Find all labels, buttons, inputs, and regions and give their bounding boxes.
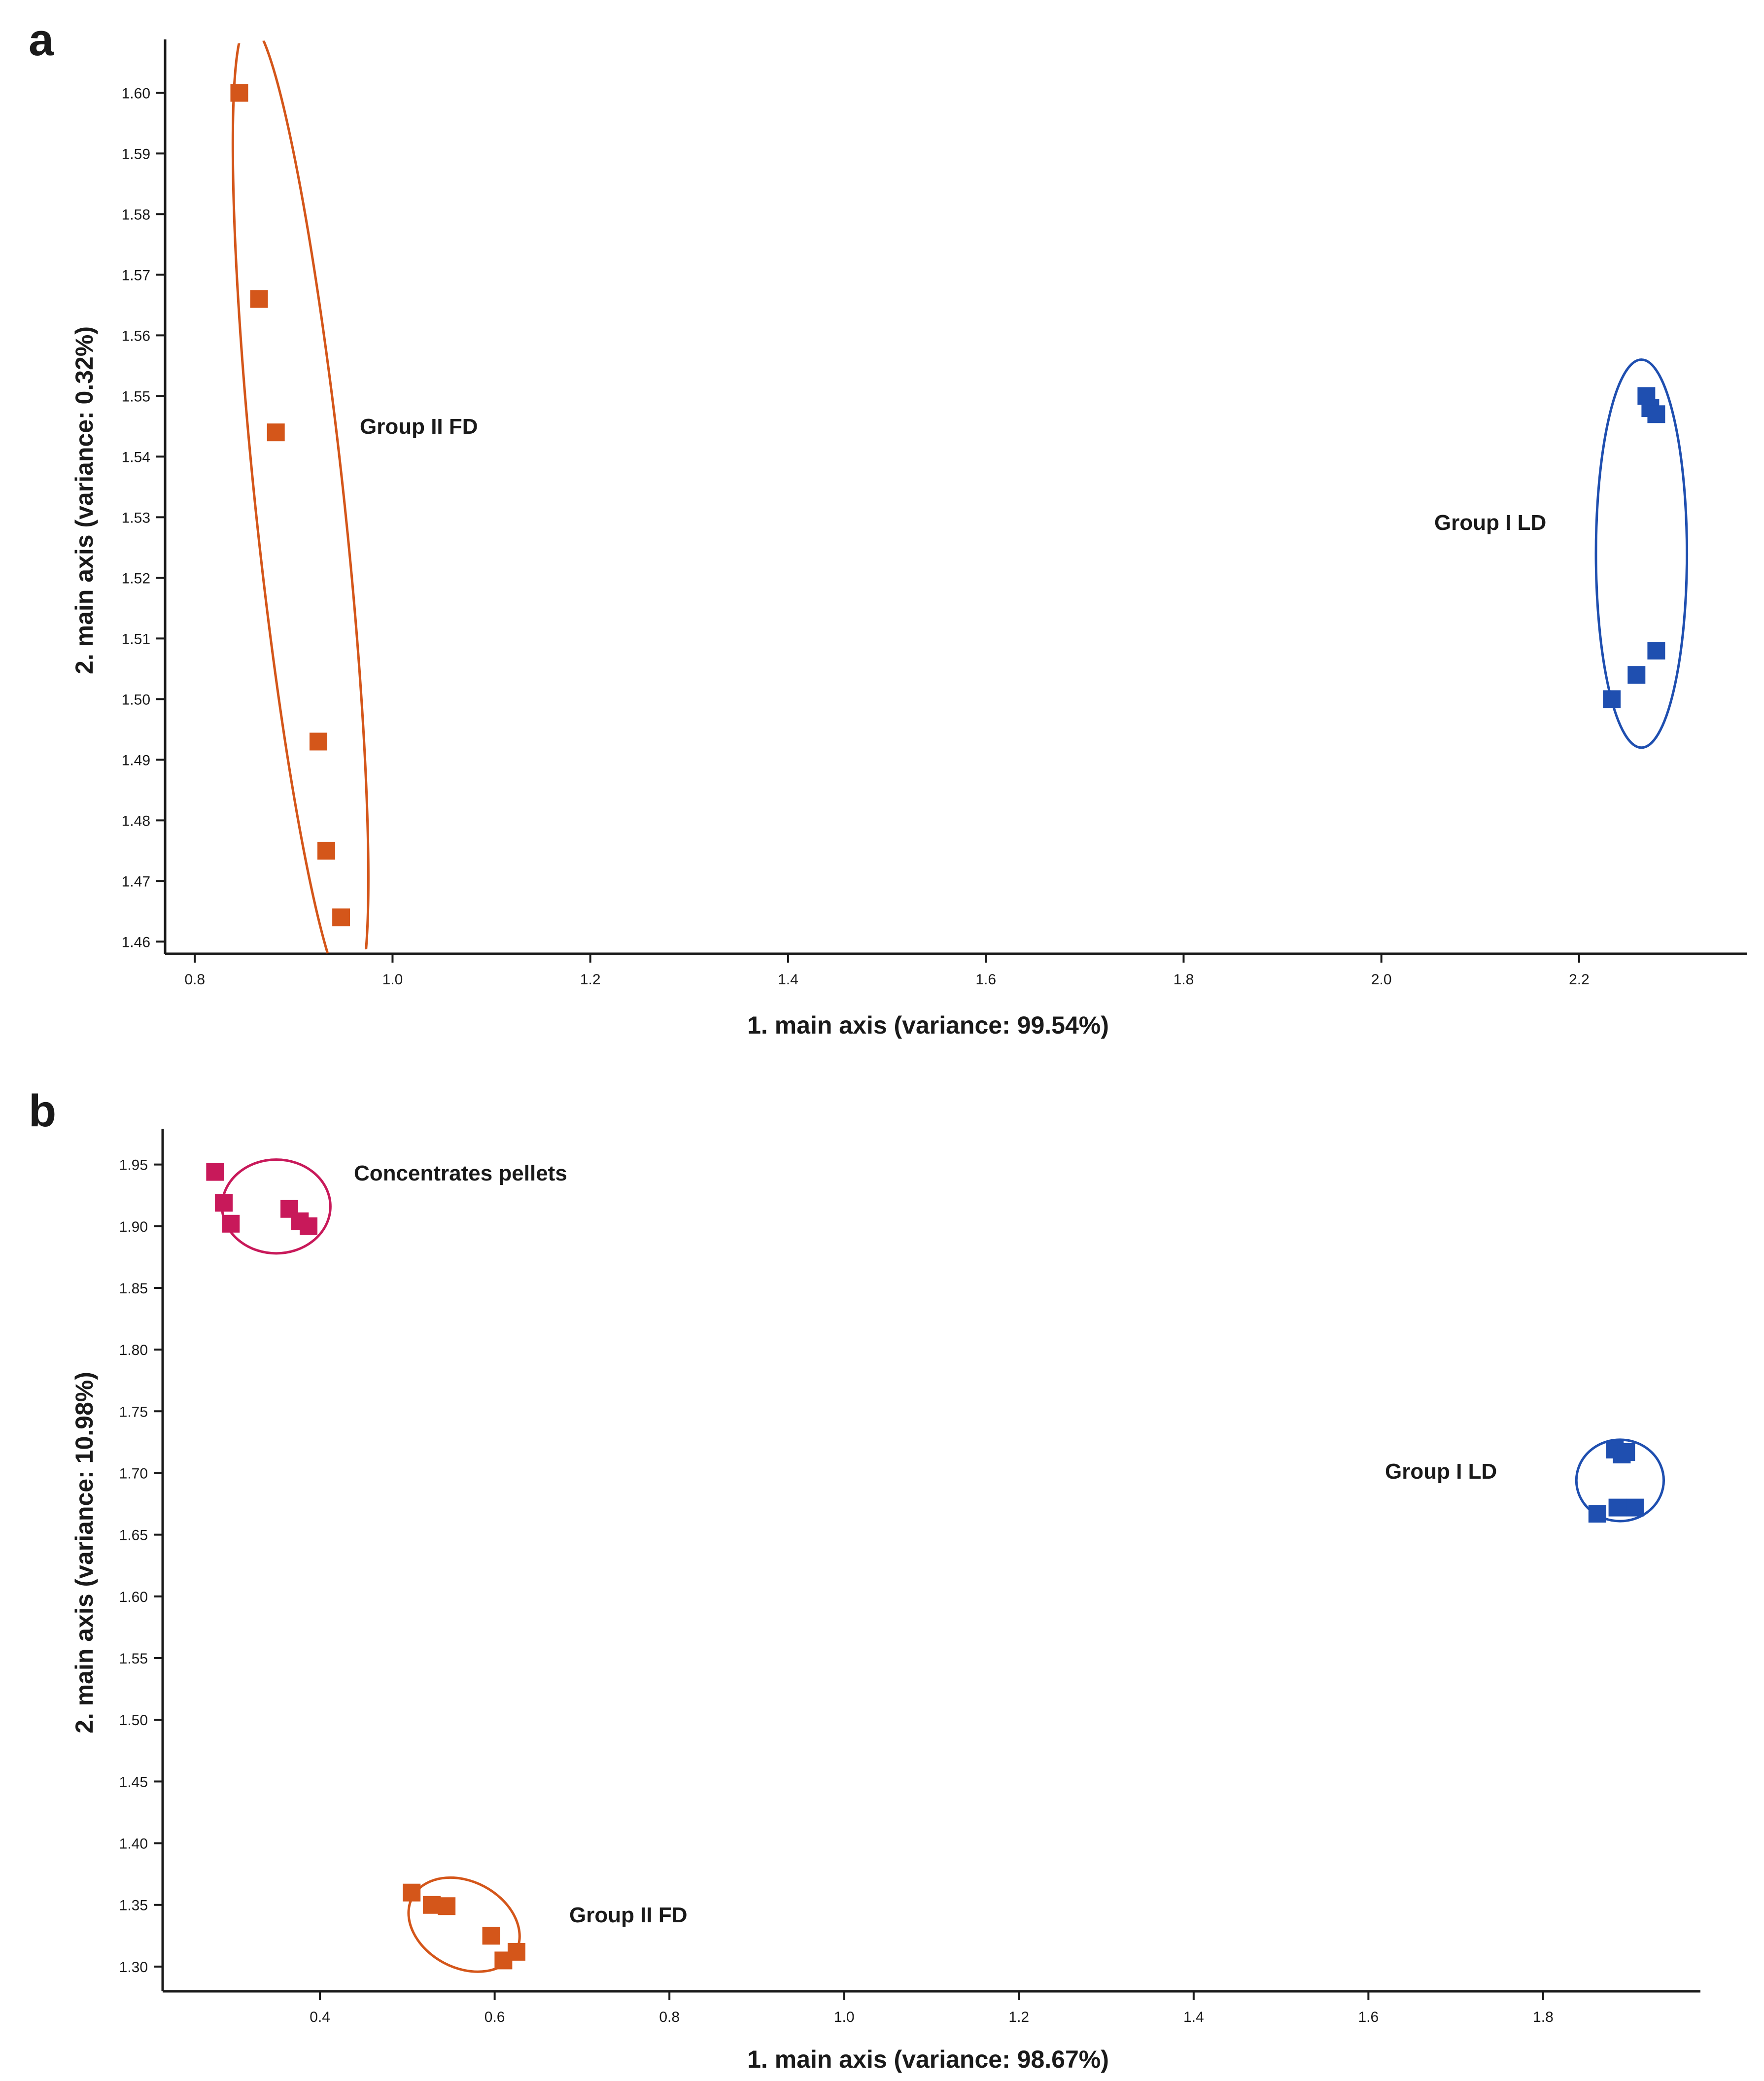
panel-b-data-point [482,1927,500,1945]
panel-a-plot: 0.8 1.0 1.2 1.4 1.6 1.8 2.0 2.2 1.46 1.47 1.48 1.49… [122,21,1747,988]
panel-a-x-tick-label: 1.2 [580,971,601,988]
panel-a-x-axis-title: 1. main axis (variance: 99.54%) [747,1011,1109,1039]
panel-a-data-point [1647,642,1665,659]
panel-a-series-group-ii-fd: Group II FD [230,21,478,966]
panel-a-data-point [230,84,248,102]
panel-a-y-tick-label: 1.58 [122,207,150,223]
panel-b-y-tick-label: 1.80 [119,1342,148,1358]
panel-b-data-point [1617,1443,1635,1461]
panel-b-data-point [1608,1498,1626,1517]
panel-b-data-point [507,1942,525,1961]
panel-a-cluster-ellipse-group-i-ld [1594,358,1689,749]
panel-b-data-point [438,1897,456,1915]
panel-b-cluster-label-group-ii-fd: Group II FD [569,1903,688,1927]
panel-b-series-group-ii-fd: Group II FD [403,1876,688,1973]
panel-a-y-tick-label: 1.57 [122,267,150,283]
panel-a-y-tick-label: 1.48 [122,813,150,829]
panel-b-x-tick-label: 0.8 [659,2009,680,2025]
panel-b-y-tick-label: 1.30 [119,1959,148,1976]
panel-a-y-axis-title: 2. main axis (variance: 0.32%) [70,326,98,674]
panel-b-data-point [1626,1498,1644,1517]
panel-b-y-tick-label: 1.35 [119,1898,148,1914]
panel-b-x-tick-label: 1.2 [1008,2009,1029,2025]
panel-b-y-tick-label: 1.85 [119,1281,148,1297]
panel-a-y-tick-label: 1.51 [122,631,150,647]
panel-b-y-tick-label: 1.90 [119,1219,148,1235]
panel-a-y-tick-label: 1.55 [122,388,150,405]
panel-b-cluster-ellipse-group-i-ld [1575,1438,1665,1523]
panel-b-x-tick-label: 0.4 [310,2009,330,2025]
panel-b-data-point [222,1214,240,1233]
panel-b-y-tick-label: 1.55 [119,1651,148,1667]
panel-b-data-point [1588,1505,1606,1523]
panel-a-x-tick-label: 1.4 [778,971,798,988]
panel-b-series-group-i-ld: Group I LD [1385,1438,1665,1523]
panel-a-data-point [1603,690,1621,708]
panel-b-y-tick-label: 1.75 [119,1404,148,1420]
panel-b-cluster-ellipse-group-ii-fd [407,1876,521,1973]
panel-a-data-point [250,290,268,308]
panel-a-data-point [267,423,285,442]
panel-a-data-point [332,908,350,927]
panel-b-data-point [403,1883,421,1902]
panel-a-letter: a [29,15,54,65]
panel-a-x-tick-label: 1.8 [1174,971,1194,988]
panel-b-cluster-ellipse-concentrates-pellets [221,1158,332,1255]
panel-b-y-tick-label: 1.60 [119,1589,148,1605]
panel-a-y-tick-label: 1.47 [122,873,150,890]
panel-a-y-tick-label: 1.52 [122,570,150,587]
panel-a-x-tick-label: 0.8 [184,971,205,988]
panel-a-data-point [317,841,336,860]
panel-b-y-tick-label: 1.45 [119,1774,148,1790]
panel-a-cluster-label-group-ii-fd: Group II FD [360,415,478,439]
panel-b-data-point [215,1194,233,1212]
panel-b-cluster-label-group-i-ld: Group I LD [1385,1459,1497,1484]
panel-a-data-point [309,732,327,751]
panel-a-y-tick-label: 1.60 [122,85,150,102]
panel-a-y-tick-label: 1.53 [122,510,150,526]
panel-b-x-tick-label: 1.8 [1533,2009,1554,2025]
panel-b-data-point [423,1896,441,1914]
panel-a-y-tick-label: 1.56 [122,328,150,344]
panel-b-plot: 0.4 0.6 0.8 1.0 1.2 1.4 1.6 1.8 1.30 1.35 1.40 1.45… [119,1129,1700,2025]
panel-a-cluster-ellipse-group-ii-fd [231,21,370,966]
panel-b-x-axis-title: 1. main axis (variance: 98.67%) [747,2046,1109,2073]
panel-b-y-axis-title: 2. main axis (variance: 10.98%) [70,1372,98,1734]
panel-b-y-tick-label: 1.95 [119,1157,148,1174]
panel-b: b 0.4 0.6 0.8 1.0 1.2 1.4 1.6 1.8 1.30 1.35 1.40 1.… [29,1086,1700,2073]
panel-a-data-point [1647,405,1665,423]
panel-a-y-tick-label: 1.54 [122,449,150,465]
panel-a-x-tick-label: 1.6 [975,971,996,988]
panel-b-x-tick-label: 1.4 [1183,2009,1204,2025]
panel-b-y-tick-label: 1.50 [119,1712,148,1729]
panel-b-y-tick-label: 1.65 [119,1527,148,1544]
panel-a-data-point [1627,666,1646,684]
panel-b-y-tick-label: 1.40 [119,1836,148,1852]
panel-b-series-concentrates-pellets: Concentrates pellets [206,1158,567,1255]
panel-a-x-tick-label: 1.0 [382,971,403,988]
panel-a-y-tick-label: 1.49 [122,752,150,768]
panel-a-y-tick-label: 1.50 [122,692,150,708]
panel-b-x-tick-label: 1.0 [834,2009,855,2025]
panel-b-letter: b [29,1086,56,1136]
panel-a-x-tick-label: 2.0 [1371,971,1392,988]
panel-b-x-tick-label: 1.6 [1358,2009,1379,2025]
panel-b-data-point [300,1217,318,1235]
panel-a: a 0.8 1.0 1.2 1.4 1.6 1.8 2.0 2.2 1.46 1.47 1.48 1.… [29,15,1747,1039]
panel-b-y-tick-label: 1.70 [119,1465,148,1482]
panel-b-x-tick-label: 0.6 [484,2009,505,2025]
panel-a-x-tick-label: 2.2 [1569,971,1590,988]
panel-a-cluster-label-group-i-ld: Group I LD [1434,511,1546,535]
panel-a-y-tick-label: 1.59 [122,146,150,162]
panel-b-data-point [206,1163,224,1181]
panel-a-series-group-i-ld: Group I LD [1434,358,1689,749]
panel-a-y-tick-label: 1.46 [122,934,150,950]
panel-b-cluster-label-concentrates-pellets: Concentrates pellets [354,1161,567,1185]
